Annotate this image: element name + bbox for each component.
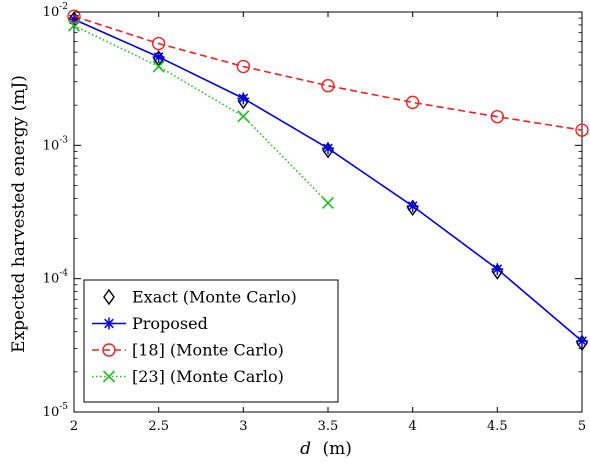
circle-marker xyxy=(321,79,335,93)
x-tick-label: 2.5 xyxy=(148,419,169,434)
series-line xyxy=(73,24,329,204)
series-1 xyxy=(68,13,588,348)
x-marker xyxy=(102,370,116,383)
y-tick-label: 10-4 xyxy=(43,269,69,287)
data-point xyxy=(405,95,420,110)
circle-marker xyxy=(236,59,251,74)
legend-item-2: [18] (Monte Carlo) xyxy=(92,341,284,360)
data-point xyxy=(68,13,80,26)
asterisk-marker xyxy=(103,317,115,330)
legend-label: Proposed xyxy=(132,314,208,333)
series-layer xyxy=(67,9,589,352)
x-marker xyxy=(67,19,81,32)
data-point xyxy=(151,36,166,51)
x-marker xyxy=(321,196,335,209)
x-marker xyxy=(152,60,165,73)
asterisk-marker xyxy=(576,335,588,348)
data-point xyxy=(152,60,165,73)
data-point xyxy=(491,263,504,276)
circle-marker xyxy=(575,123,589,137)
x-tick-label: 4 xyxy=(409,419,417,434)
x-tick-label: 3 xyxy=(239,419,247,434)
x-tick-label: 5 xyxy=(578,419,586,434)
asterisk-marker xyxy=(322,142,334,155)
asterisk-marker xyxy=(68,13,80,26)
y-tick-label: 10-5 xyxy=(43,402,69,420)
data-point xyxy=(102,370,116,383)
series-line xyxy=(73,15,583,131)
y-tick-label: 10-2 xyxy=(43,2,68,20)
x-axis-label-unit: (m) xyxy=(322,439,351,459)
asterisk-marker xyxy=(237,92,250,105)
y-tick-label: 10-3 xyxy=(43,135,69,153)
series-2 xyxy=(67,9,589,137)
data-point xyxy=(321,196,335,209)
tick-layer: 2 2.5 3 3.5 4 4.5 5 10-2 10-3 10-4 10-5 xyxy=(43,2,586,434)
legend-box xyxy=(83,279,339,403)
data-point xyxy=(322,142,334,155)
circle-marker xyxy=(490,109,505,124)
legend-item-1: Proposed xyxy=(92,314,208,333)
data-point xyxy=(67,9,81,23)
x-tick-label: 4.5 xyxy=(487,419,508,434)
circle-marker xyxy=(102,343,116,357)
circle-marker xyxy=(151,36,166,51)
x-marker xyxy=(237,110,250,123)
plot-area: 2 2.5 3 3.5 4 4.5 5 10-2 10-3 10-4 10-5 xyxy=(43,2,589,434)
diamond-marker xyxy=(103,288,115,306)
x-axis-label-var: d xyxy=(300,439,311,459)
asterisk-marker xyxy=(406,200,419,213)
x-axis-label: d (m) xyxy=(300,439,352,459)
x-tick-label: 3.5 xyxy=(318,419,339,434)
data-point xyxy=(406,200,419,213)
y-axis-label: Expected harvested energy (mJ) xyxy=(9,75,29,353)
data-point xyxy=(103,317,115,330)
legend-label: Exact (Monte Carlo) xyxy=(132,288,297,307)
legend-label: [18] (Monte Carlo) xyxy=(132,341,284,360)
legend: Exact (Monte Carlo) Proposed [18] (Monte C… xyxy=(83,279,339,403)
data-point xyxy=(102,343,116,357)
asterisk-marker xyxy=(152,50,165,63)
circle-marker xyxy=(67,9,81,23)
data-point xyxy=(490,109,505,124)
data-point xyxy=(237,110,250,123)
legend-item-3: [23] (Monte Carlo) xyxy=(92,367,284,386)
data-point xyxy=(575,123,589,137)
data-point xyxy=(67,19,81,32)
data-point xyxy=(576,335,588,348)
series-3 xyxy=(67,19,335,209)
data-point xyxy=(321,79,335,93)
data-point xyxy=(236,59,251,74)
legend-label: [23] (Monte Carlo) xyxy=(132,367,284,386)
x-tick-label: 2 xyxy=(70,419,78,434)
data-point xyxy=(103,288,115,306)
asterisk-marker xyxy=(491,263,504,276)
data-point xyxy=(237,92,250,105)
circle-marker xyxy=(405,95,420,110)
data-point xyxy=(152,50,165,63)
legend-item-0: Exact (Monte Carlo) xyxy=(103,288,297,307)
